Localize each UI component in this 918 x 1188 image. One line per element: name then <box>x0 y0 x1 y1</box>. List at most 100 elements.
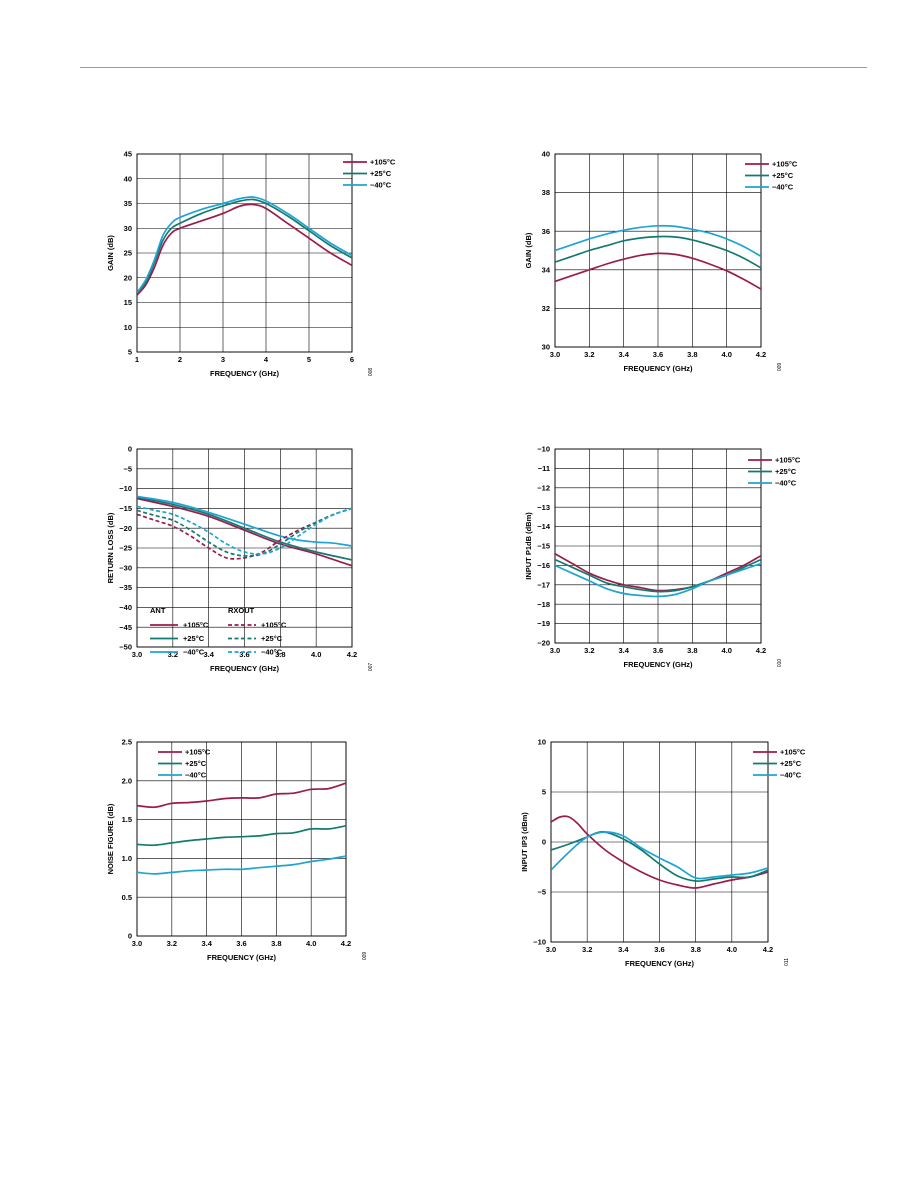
chart-svg: 3.0 3.2 3.4 3.6 3.8 4.0 4.2 −20 −19 −18 −17 −16 −15 −… <box>524 445 801 669</box>
y-tick-label: 0 <box>542 838 546 847</box>
x-tick-label: 4.0 <box>721 350 731 359</box>
legend-label: +25°C <box>780 759 802 768</box>
plot-frame <box>136 153 353 353</box>
x-tick-label: 3.2 <box>167 939 177 948</box>
y-tick-label: 5 <box>128 348 132 357</box>
y-tick-label: −20 <box>537 639 550 648</box>
x-tick-label: 3.6 <box>653 646 663 655</box>
y-tick-label: −10 <box>119 484 132 493</box>
x-tick-label: 4.0 <box>311 650 321 659</box>
y-tick-label: −45 <box>119 623 132 632</box>
x-axis-label: FREQUENCY (GHz) <box>623 364 693 373</box>
y-tick-label: −18 <box>537 600 550 609</box>
x-tick-label: 3.0 <box>132 939 142 948</box>
x-tick-label: 3.6 <box>654 945 664 954</box>
y-tick-label: −10 <box>537 445 550 454</box>
legend-group-title: RXOUT <box>228 606 255 615</box>
y-tick-label: 20 <box>124 273 132 282</box>
y-tick-label: −13 <box>537 503 550 512</box>
y-axis-label: NOISE FIGURE (dB) <box>106 803 115 874</box>
legend-label: +25°C <box>183 634 205 643</box>
x-tick-label: 3 <box>221 355 225 364</box>
x-tick-label: 1 <box>135 355 139 364</box>
legend-label: +105°C <box>780 748 806 757</box>
y-axis-label: GAIN (dB) <box>106 235 115 271</box>
y-tick-label: 5 <box>542 788 546 797</box>
x-tick-label: 3.6 <box>239 650 249 659</box>
y-tick-label: −5 <box>123 464 132 473</box>
legend-label: +25°C <box>370 169 392 178</box>
legend-label: −40°C <box>185 771 207 780</box>
y-tick-label: −35 <box>119 583 132 592</box>
x-tick-label: 4.2 <box>347 650 357 659</box>
y-tick-label: −25 <box>119 544 132 553</box>
series-line <box>137 495 352 547</box>
y-tick-label: −20 <box>119 524 132 533</box>
y-tick-label: −14 <box>537 522 551 531</box>
y-tick-label: −5 <box>537 888 546 897</box>
x-tick-label: 3.8 <box>687 350 697 359</box>
series-line <box>551 831 768 880</box>
legend-label: +25°C <box>261 634 283 643</box>
y-tick-label: 15 <box>124 298 132 307</box>
y-tick-label: −10 <box>533 938 546 947</box>
y-axis-label: INPUT IP3 (dBm) <box>520 812 529 872</box>
x-tick-label: 3.2 <box>582 945 592 954</box>
x-tick-label: 4.2 <box>756 646 766 655</box>
series-line <box>137 203 352 296</box>
y-tick-label: −15 <box>537 542 550 551</box>
legend-label: +105°C <box>185 748 211 757</box>
x-axis-label: FREQUENCY (GHz) <box>625 959 695 968</box>
x-tick-label: 4.0 <box>721 646 731 655</box>
x-tick-label: 3.0 <box>550 646 560 655</box>
series-line <box>555 252 761 290</box>
x-tick-label: 3.4 <box>618 646 629 655</box>
x-axis-label: FREQUENCY (GHz) <box>210 369 280 378</box>
header-rule <box>80 67 867 68</box>
y-tick-label: −15 <box>119 504 132 513</box>
gain-wideband-chart: 1 2 3 4 5 6 5 10 15 20 25 30 35 40 45 FREQUENCY (GHz) GA… <box>80 138 440 408</box>
x-tick-label: 3.4 <box>203 650 214 659</box>
y-tick-label: 10 <box>538 738 546 747</box>
x-tick-label: 3.0 <box>546 945 556 954</box>
x-tick-label: 4.0 <box>727 945 737 954</box>
y-tick-label: −40 <box>119 603 132 612</box>
y-tick-label: −11 <box>538 464 550 473</box>
y-tick-label: −17 <box>537 580 550 589</box>
legend-group-title: ANT <box>150 606 166 615</box>
y-tick-label: −30 <box>119 563 132 572</box>
chart-svg: 3.0 3.2 3.4 3.6 3.8 4.0 4.2 −10 −5 0 5 10 FREQUENCY … <box>520 738 806 968</box>
plot-frame <box>554 448 762 644</box>
y-tick-label: 2.5 <box>122 738 132 747</box>
x-tick-label: 3.0 <box>132 650 142 659</box>
series-line <box>555 562 761 598</box>
plot-frame <box>136 448 353 648</box>
series-line <box>137 855 346 875</box>
y-tick-label: 35 <box>124 199 132 208</box>
x-tick-label: 3.8 <box>687 646 697 655</box>
legend-label: +105°C <box>183 621 209 630</box>
series-line <box>137 196 352 294</box>
figure-id: 008 <box>368 368 374 377</box>
figure-id: 009 <box>777 363 783 372</box>
legend-label: +105°C <box>261 621 287 630</box>
x-tick-label: 5 <box>307 355 311 364</box>
x-tick-label: 3.4 <box>618 350 629 359</box>
legend-label: −40°C <box>183 648 205 657</box>
x-axis-label: FREQUENCY (GHz) <box>210 664 280 673</box>
x-tick-label: 4.2 <box>756 350 766 359</box>
legend-label: −40°C <box>780 771 802 780</box>
y-tick-label: −16 <box>537 561 550 570</box>
series-line <box>555 235 761 269</box>
y-axis-label: GAIN (dB) <box>524 232 533 268</box>
figure-id: 009 <box>362 952 368 961</box>
series-line <box>137 496 352 561</box>
chart-svg: 3.0 3.2 3.4 3.6 3.8 4.0 4.2 0 0.5 1.0 1.5 2.0 2.5 FRE… <box>106 738 368 962</box>
y-tick-label: 1.0 <box>122 854 132 863</box>
legend-label: +105°C <box>772 160 798 169</box>
x-tick-label: 4.0 <box>306 939 316 948</box>
series-line <box>137 497 352 567</box>
y-axis-label: INPUT P1dB (dBm) <box>524 512 533 580</box>
legend-label: −40°C <box>775 479 797 488</box>
chart-svg: 3.0 3.2 3.4 3.6 3.8 4.0 4.2−50−45−40−35−30−25−… <box>106 445 374 673</box>
